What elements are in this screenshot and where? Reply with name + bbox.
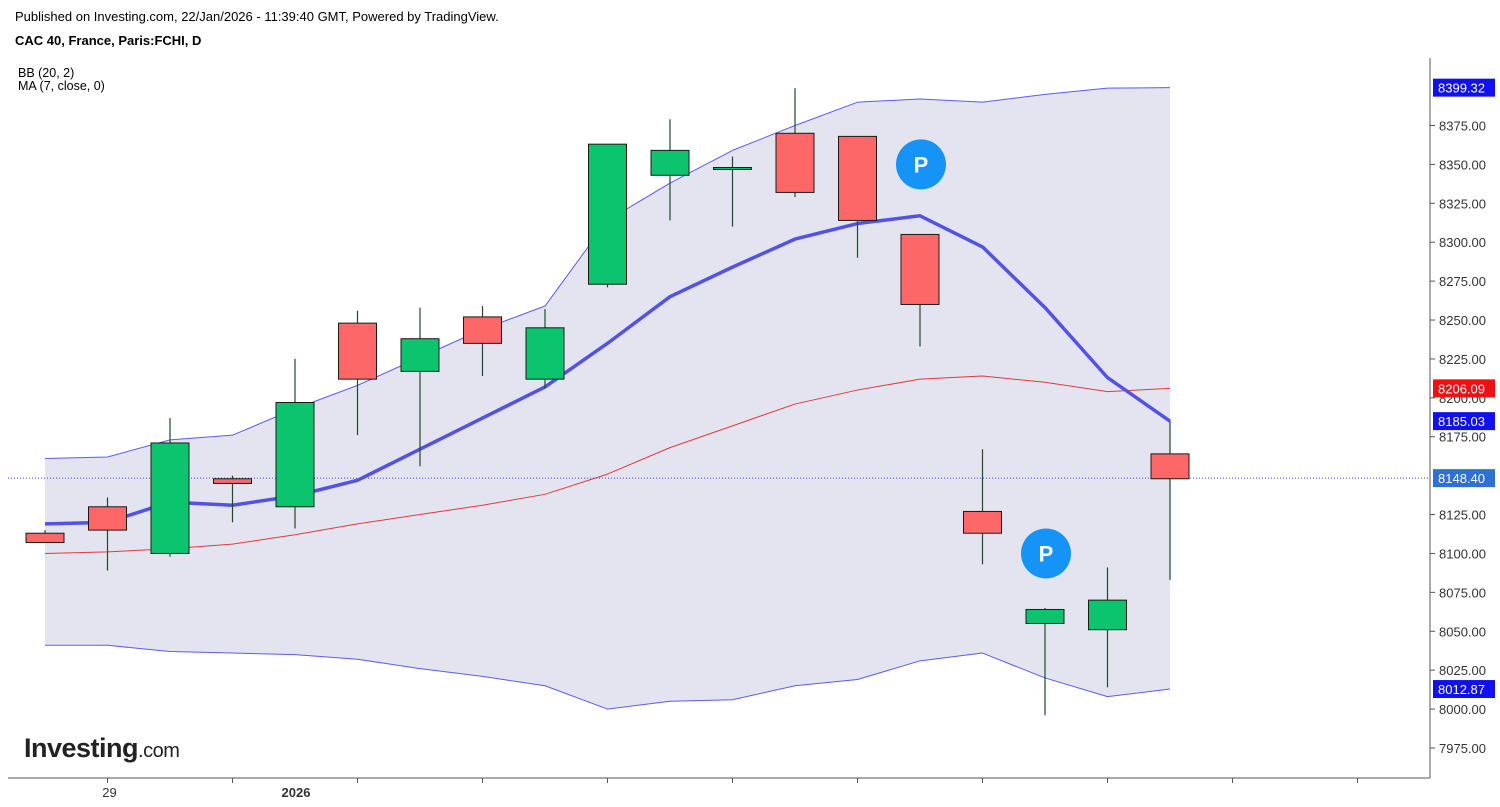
x-axis-ticks: 29 2026 (102, 778, 1358, 800)
price-tag-text: 8399.32 (1438, 81, 1485, 96)
price-tag-bg (1433, 78, 1495, 97)
y-tick-label: 8075.00 (1439, 585, 1486, 600)
y-tick-label: 8375.00 (1439, 119, 1486, 134)
price-tag-bg (1433, 379, 1495, 398)
y-tick-label: 8050.00 (1439, 624, 1486, 639)
candle-body (1150, 453, 1190, 480)
bollinger-band-fill (45, 87, 1170, 710)
y-tick-label: 8325.00 (1439, 196, 1486, 211)
candle (150, 418, 190, 557)
y-axis-ticks: 8375.00 8350.00 8325.00 8300.00 8275.00 8250.… (1430, 119, 1486, 756)
candle-body (650, 149, 690, 176)
y-tick-label: 8225.00 (1439, 352, 1486, 367)
investing-logo: Investing.com (24, 733, 180, 764)
candle-body (25, 532, 65, 544)
candle-body (588, 143, 627, 285)
y-tick-label: 8275.00 (1439, 274, 1486, 289)
candle (650, 119, 690, 221)
candle-body (213, 478, 252, 484)
legend-bb: BB (20, 2) (18, 66, 75, 80)
bb-lower-line (45, 644, 1171, 710)
candle-body (963, 510, 1002, 534)
price-tag: 8148.40 (1433, 469, 1495, 488)
candle-body (838, 135, 877, 221)
candle (588, 143, 627, 288)
candle-body (775, 132, 815, 193)
price-tag-bg (1433, 412, 1495, 431)
bb-basis-line (44, 375, 1171, 554)
candle (88, 497, 127, 571)
candle (1025, 607, 1065, 716)
candle (213, 475, 252, 523)
candle-body (713, 167, 752, 171)
price-tag: 8185.03 (1433, 412, 1495, 431)
chart-markers: PP (896, 139, 1071, 579)
marker-label: P (914, 152, 929, 177)
marker-circle (896, 139, 946, 190)
price-tag-bg (1433, 469, 1495, 488)
y-tick-label: 8025.00 (1439, 663, 1486, 678)
instrument-title: CAC 40, France, Paris:FCHI, D (15, 33, 202, 48)
price-tag-text: 8206.09 (1438, 381, 1485, 396)
price-tag-text: 8148.40 (1438, 471, 1485, 486)
y-tick-label: 8250.00 (1439, 313, 1486, 328)
logo-suffix: .com (138, 740, 180, 762)
candle (275, 358, 315, 529)
marker-p: P (1021, 528, 1071, 579)
candle-body (463, 316, 502, 344)
y-tick-label: 7975.00 (1439, 741, 1486, 756)
price-tag-bg (1433, 680, 1495, 699)
y-tick-label: 8000.00 (1439, 702, 1486, 717)
y-tick-label: 8100.00 (1439, 546, 1486, 561)
candle (525, 309, 565, 389)
candle (963, 449, 1002, 565)
y-tick-label: 8175.00 (1439, 430, 1486, 445)
bb-fill-area (45, 87, 1170, 710)
price-tag: 8012.87 (1433, 680, 1495, 699)
candle (400, 307, 440, 467)
y-tick-label: 8350.00 (1439, 157, 1486, 172)
candle (338, 310, 377, 436)
candle-body (1025, 608, 1065, 624)
candle-body (400, 338, 440, 372)
candle-body (150, 442, 190, 554)
candle (713, 156, 752, 227)
candle-body (1088, 599, 1127, 631)
price-tag: 8206.09 (1433, 379, 1495, 398)
candle (1088, 567, 1127, 688)
marker-label: P (1039, 541, 1054, 566)
x-tick-label: 29 (102, 785, 116, 800)
price-tags: 8399.32 8206.09 8185.03 8148.40 8012.87 (1433, 78, 1495, 699)
candle-body (525, 327, 565, 380)
y-tick-label: 8300.00 (1439, 235, 1486, 250)
candle-body (275, 402, 315, 508)
candle (1150, 421, 1190, 580)
price-tag-text: 8185.03 (1438, 414, 1485, 429)
marker-circle (1021, 528, 1071, 579)
price-tag: 8399.32 (1433, 78, 1495, 97)
candle (463, 306, 502, 377)
x-tick-label: 2026 (282, 785, 311, 800)
candle (775, 88, 815, 198)
candle (25, 530, 65, 544)
marker-p: P (896, 139, 946, 190)
candles (25, 88, 1190, 716)
candle-body (338, 322, 377, 380)
candle (900, 233, 940, 347)
candle-body (900, 233, 940, 305)
axes (8, 58, 1431, 779)
published-caption: Published on Investing.com, 22/Jan/2026 … (15, 9, 499, 24)
price-tag-text: 8012.87 (1438, 682, 1485, 697)
legend-ma: MA (7, close, 0) (18, 79, 105, 93)
y-tick-label: 8125.00 (1439, 508, 1486, 523)
logo-main: Investing (24, 733, 139, 763)
candle (838, 135, 877, 258)
candle-body (88, 506, 127, 531)
